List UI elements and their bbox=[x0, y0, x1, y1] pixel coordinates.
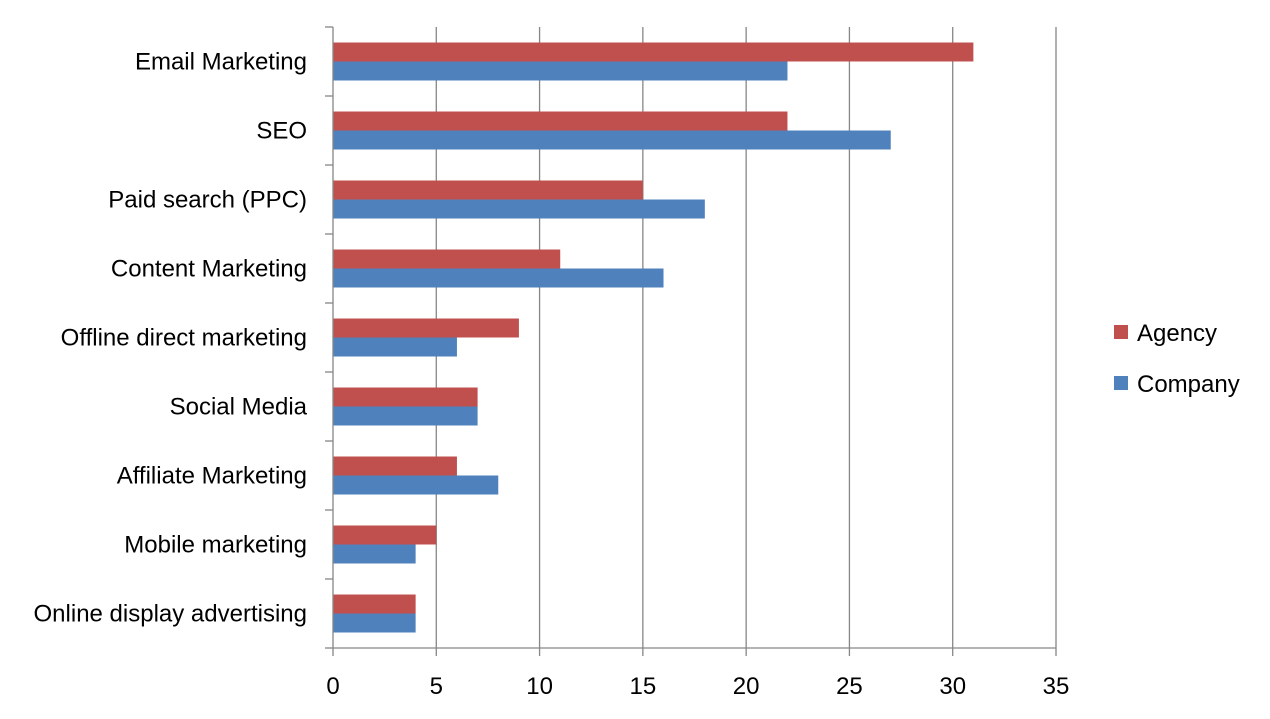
category-label: SEO bbox=[256, 118, 307, 145]
bar-company-1 bbox=[333, 61, 788, 81]
x-tick-labels: 0 5 10 15 20 25 30 35 bbox=[326, 673, 1069, 700]
category-label: Online display advertising bbox=[34, 601, 307, 628]
bar-company-9 bbox=[333, 613, 416, 633]
bar-company-7 bbox=[333, 475, 499, 495]
x-tick-label: 25 bbox=[836, 673, 863, 700]
category-label: Offline direct marketing bbox=[61, 325, 307, 352]
legend: Agency Company bbox=[1114, 320, 1240, 398]
category-label: Paid search (PPC) bbox=[108, 187, 307, 214]
bar-agency-9 bbox=[333, 594, 416, 614]
legend-label-company: Company bbox=[1137, 371, 1240, 398]
x-tick-label: 10 bbox=[526, 673, 553, 700]
bar-agency-2 bbox=[333, 111, 788, 131]
x-tick-label: 15 bbox=[630, 673, 657, 700]
category-label: Content Marketing bbox=[111, 256, 307, 283]
axes bbox=[325, 26, 1057, 656]
legend-swatch-company bbox=[1114, 376, 1128, 390]
bar-agency-5 bbox=[333, 318, 519, 338]
category-label: Email Marketing bbox=[135, 49, 307, 76]
bar-agency-4 bbox=[333, 249, 561, 269]
x-tick-label: 5 bbox=[430, 673, 443, 700]
legend-label-agency: Agency bbox=[1137, 320, 1217, 347]
bars bbox=[333, 42, 974, 633]
category-labels: Email Marketing SEO Paid search (PPC) Conte… bbox=[34, 49, 308, 628]
bar-company-8 bbox=[333, 544, 416, 564]
x-tick-label: 20 bbox=[733, 673, 760, 700]
bar-company-3 bbox=[333, 199, 705, 219]
bar-company-6 bbox=[333, 406, 478, 426]
x-tick-label: 30 bbox=[939, 673, 966, 700]
bar-company-4 bbox=[333, 268, 664, 288]
x-tick-label: 0 bbox=[326, 673, 339, 700]
bar-agency-7 bbox=[333, 456, 457, 476]
bar-company-2 bbox=[333, 130, 891, 150]
x-tick-label: 35 bbox=[1043, 673, 1070, 700]
bar-agency-8 bbox=[333, 525, 437, 545]
bar-agency-6 bbox=[333, 387, 478, 407]
legend-swatch-agency bbox=[1114, 325, 1128, 339]
bar-company-5 bbox=[333, 337, 457, 357]
bar-agency-1 bbox=[333, 42, 974, 62]
category-label: Social Media bbox=[170, 394, 308, 421]
category-label: Affiliate Marketing bbox=[117, 463, 307, 490]
category-label: Mobile marketing bbox=[124, 532, 307, 559]
bar-agency-3 bbox=[333, 180, 643, 200]
